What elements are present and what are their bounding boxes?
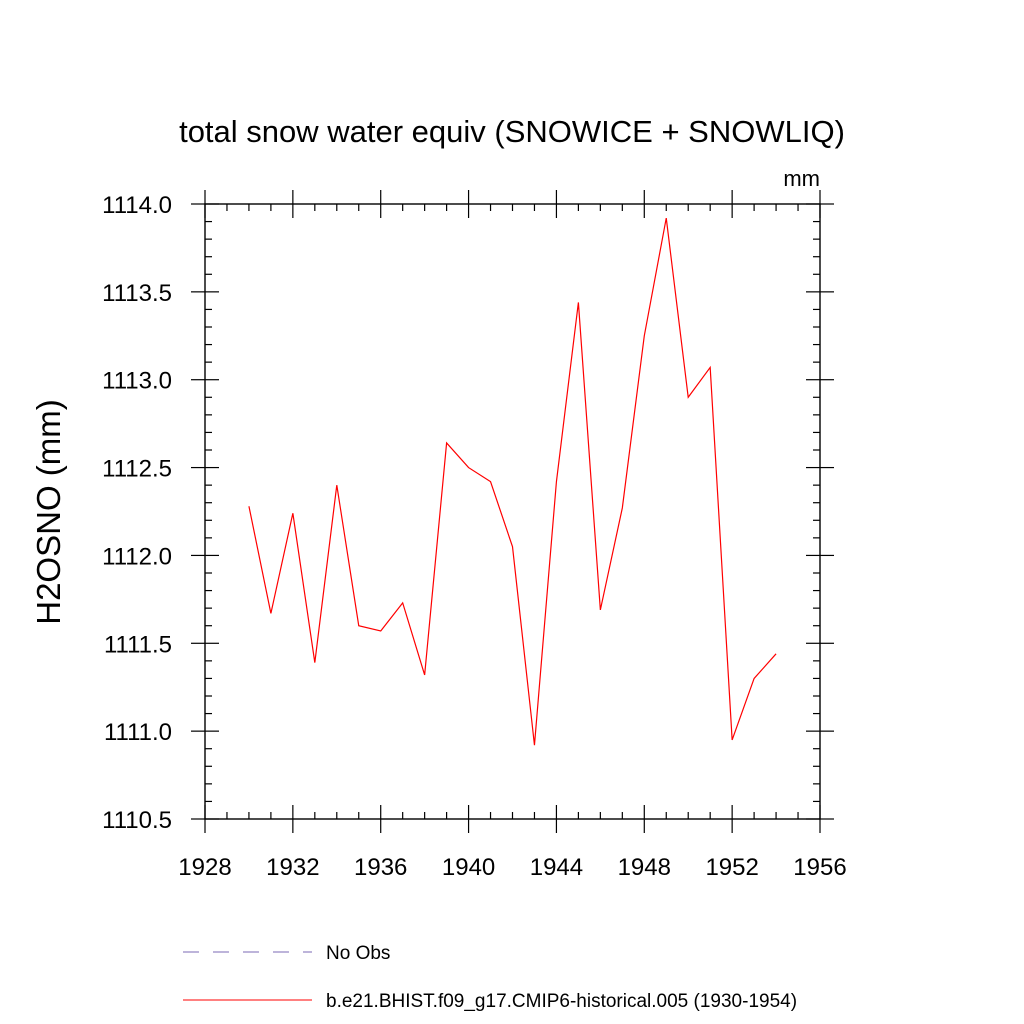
x-tick-label: 1948 <box>618 854 671 881</box>
x-tick-label: 1940 <box>442 854 495 881</box>
x-tick-label: 1956 <box>793 854 846 881</box>
y-tick-label: 1114.0 <box>102 192 172 219</box>
x-tick-label: 1928 <box>178 854 231 881</box>
y-tick-label: 1111.5 <box>104 631 172 658</box>
units-label: mm <box>783 166 820 191</box>
y-axis-label: H2OSNO (mm) <box>30 399 67 625</box>
y-tick-label: 1110.5 <box>102 807 172 834</box>
y-tick-label: 1111.0 <box>104 719 172 746</box>
y-tick-label: 1112.5 <box>102 456 172 483</box>
y-tick-label: 1112.0 <box>102 543 172 570</box>
y-tick-label: 1113.5 <box>102 280 172 307</box>
y-tick-label: 1113.0 <box>102 368 172 395</box>
x-tick-label: 1952 <box>705 854 758 881</box>
chart-title: total snow water equiv (SNOWICE + SNOWLI… <box>179 114 845 149</box>
plot-area: 1928 1932 1936 1940 1944 1948 1952 1956 1110.5 11… <box>102 190 847 881</box>
legend-label: No Obs <box>326 943 390 964</box>
x-tick-label: 1944 <box>530 854 583 881</box>
x-tick-label: 1936 <box>354 854 407 881</box>
plot-frame <box>204 203 821 820</box>
series-line-0 <box>248 217 777 746</box>
x-tick-label: 1932 <box>266 854 319 881</box>
legend: No Obs b.e21.BHIST.f09_g17.CMIP6-historic… <box>183 943 797 1012</box>
legend-label: b.e21.BHIST.f09_g17.CMIP6-historical.005… <box>326 991 797 1012</box>
